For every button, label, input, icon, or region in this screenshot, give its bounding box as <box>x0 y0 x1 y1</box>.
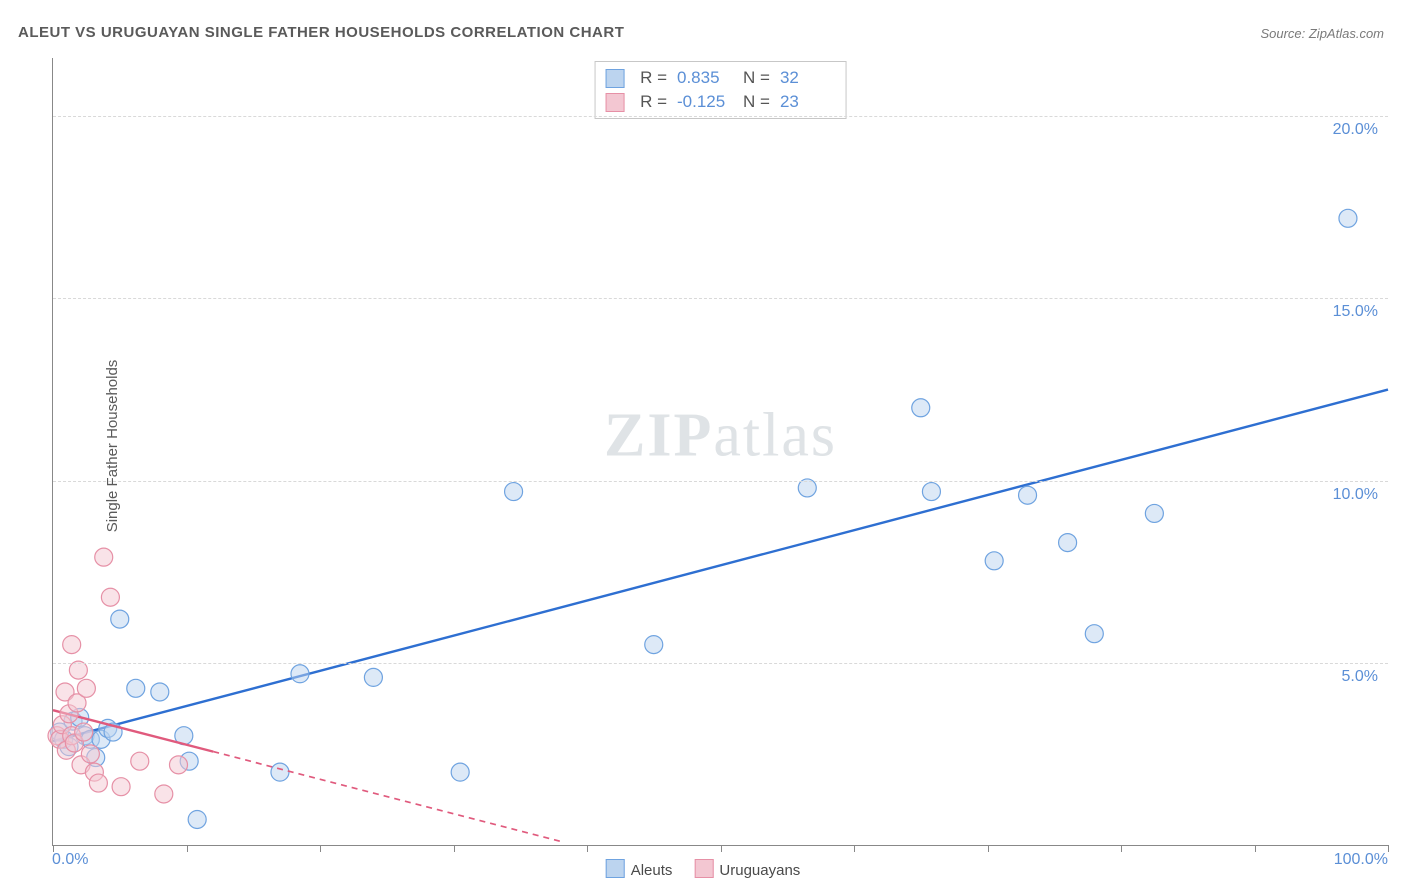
legend-swatch <box>606 859 625 878</box>
data-point-uruguayans <box>75 723 93 741</box>
data-point-aleuts <box>912 399 930 417</box>
data-point-uruguayans <box>77 679 95 697</box>
legend: Aleuts Uruguayans <box>606 849 801 888</box>
trend-line-dashed-uruguayans <box>213 752 560 842</box>
data-point-uruguayans <box>112 778 130 796</box>
gridline <box>53 663 1388 664</box>
x-tick <box>454 845 455 852</box>
x-axis-max-label: 100.0% <box>1334 851 1388 869</box>
x-tick <box>587 845 588 852</box>
plot-area: ZIPatlas R =0.835N =32R =-0.125N =23 5.0… <box>52 58 1388 846</box>
gridline <box>53 481 1388 482</box>
data-point-uruguayans <box>131 752 149 770</box>
data-point-uruguayans <box>63 636 81 654</box>
x-tick <box>988 845 989 852</box>
gridline <box>53 116 1388 117</box>
data-point-aleuts <box>151 683 169 701</box>
trend-line-aleuts <box>53 390 1388 742</box>
data-point-uruguayans <box>101 588 119 606</box>
x-tick <box>854 845 855 852</box>
legend-label: Uruguayans <box>719 862 800 879</box>
data-point-uruguayans <box>155 785 173 803</box>
chart-title: ALEUT VS URUGUAYAN SINGLE FATHER HOUSEHO… <box>18 24 624 41</box>
data-point-aleuts <box>451 763 469 781</box>
data-point-aleuts <box>291 665 309 683</box>
data-point-aleuts <box>271 763 289 781</box>
x-tick <box>1121 845 1122 852</box>
data-point-aleuts <box>111 610 129 628</box>
x-tick <box>320 845 321 852</box>
y-tick-label: 10.0% <box>1333 486 1378 504</box>
data-point-uruguayans <box>89 774 107 792</box>
data-point-aleuts <box>505 483 523 501</box>
source-label: Source: ZipAtlas.com <box>1260 26 1384 41</box>
data-point-aleuts <box>1019 486 1037 504</box>
data-point-uruguayans <box>169 756 187 774</box>
data-point-aleuts <box>1339 209 1357 227</box>
data-point-aleuts <box>985 552 1003 570</box>
data-point-aleuts <box>1085 625 1103 643</box>
y-tick-label: 5.0% <box>1342 668 1378 686</box>
x-tick <box>187 845 188 852</box>
data-point-aleuts <box>645 636 663 654</box>
x-axis-min-label: 0.0% <box>52 851 88 869</box>
legend-item: Uruguayans <box>694 859 800 879</box>
chart-svg <box>53 58 1388 845</box>
data-point-uruguayans <box>81 745 99 763</box>
data-point-uruguayans <box>95 548 113 566</box>
legend-item: Aleuts <box>606 859 673 879</box>
x-tick <box>1255 845 1256 852</box>
x-tick <box>1388 845 1389 852</box>
data-point-aleuts <box>1145 504 1163 522</box>
legend-label: Aleuts <box>631 862 673 879</box>
data-point-aleuts <box>364 668 382 686</box>
data-point-aleuts <box>127 679 145 697</box>
legend-swatch <box>694 859 713 878</box>
data-point-aleuts <box>922 483 940 501</box>
data-point-aleuts <box>1059 534 1077 552</box>
gridline <box>53 298 1388 299</box>
y-tick-label: 20.0% <box>1333 121 1378 139</box>
data-point-aleuts <box>188 810 206 828</box>
y-tick-label: 15.0% <box>1333 303 1378 321</box>
